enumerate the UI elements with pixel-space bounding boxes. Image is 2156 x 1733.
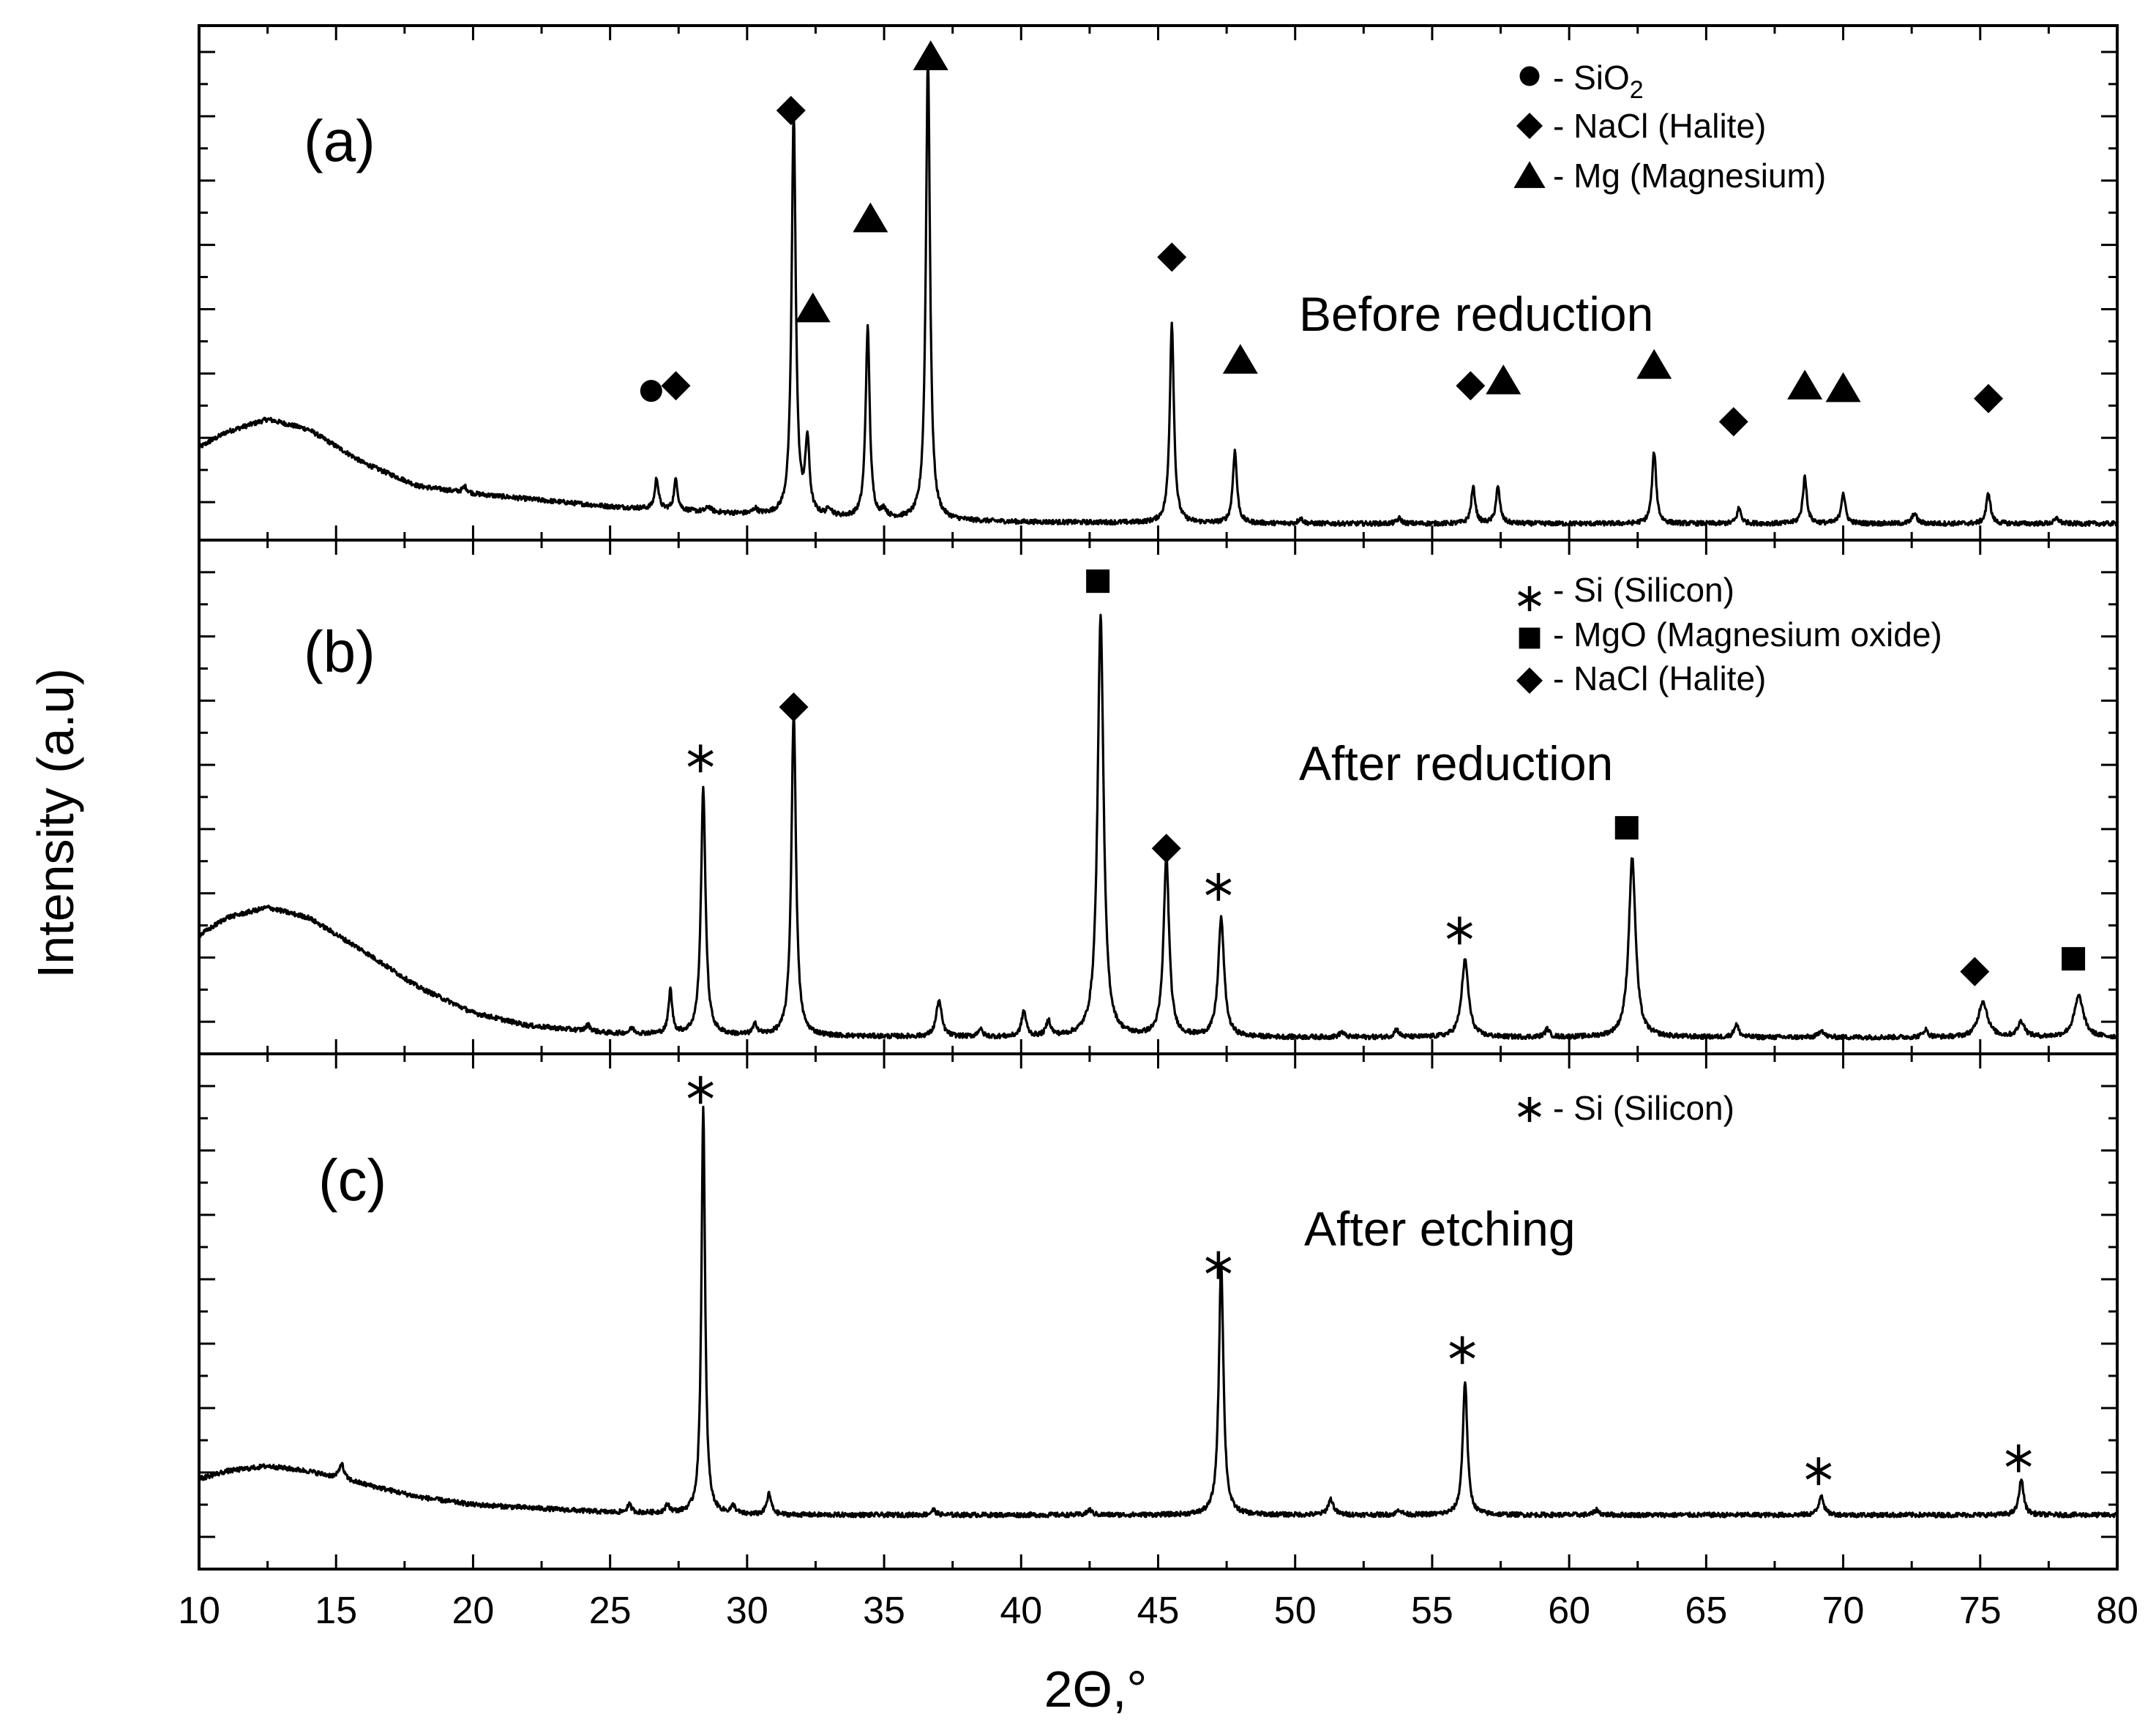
diffraction-curves <box>198 56 2119 1519</box>
peak-marker-b-square-6 <box>1614 816 1639 840</box>
panel-label-b: (b) <box>304 619 375 684</box>
x-tick-label: 15 <box>315 1590 357 1632</box>
x-axis-title: 2Θ,° <box>1044 1661 1148 1718</box>
legend-c: - Si (Silicon) <box>1553 1089 1734 1127</box>
legend-symbol-b-diamond <box>1516 667 1543 694</box>
condition-label-b: After reduction <box>1299 736 1613 790</box>
peak-marker-a-triangle-4 <box>853 202 888 233</box>
peak-marker-a-triangle-7 <box>1222 343 1258 374</box>
peak-marker-a-triangle-13 <box>1825 372 1861 403</box>
panel-frame-c <box>198 1052 2119 1571</box>
panel-label-a: (a) <box>304 108 375 173</box>
peak-marker-b-diamond-3 <box>1151 834 1181 864</box>
panel-frame-a <box>198 24 2119 542</box>
legend-symbol-b-square <box>1519 627 1541 649</box>
condition-label-c: After etching <box>1304 1202 1576 1256</box>
x-tick-labels: 10 15 20 25 30 35 40 45 50 55 60 65 70 75 80 <box>178 1590 2138 1632</box>
peak-marker-a-diamond-2 <box>776 95 806 125</box>
legend-symbol-c-asterisk <box>1518 1096 1541 1123</box>
peak-marker-a-diamond-14 <box>1974 383 2004 413</box>
legend-symbol-a-diamond <box>1516 113 1543 139</box>
x-tick-label: 60 <box>1548 1590 1590 1632</box>
xrd-pattern-a <box>198 56 2119 528</box>
legend-a-entry-1: - NaCl (Halite) <box>1553 107 1766 145</box>
x-tick-label: 45 <box>1137 1590 1180 1632</box>
peak-marker-c-asterisk-4 <box>2005 1444 2032 1472</box>
peak-markers <box>640 40 2086 1486</box>
peak-marker-b-diamond-7 <box>1960 957 1990 987</box>
x-tick-label: 10 <box>178 1590 220 1632</box>
legend-symbol-b-asterisk <box>1518 585 1541 612</box>
peak-marker-b-square-2 <box>1086 569 1110 594</box>
x-tick-label: 70 <box>1822 1590 1865 1632</box>
x-tick-label: 25 <box>589 1590 632 1632</box>
peak-marker-b-asterisk-5 <box>1446 916 1472 945</box>
peak-marker-a-triangle-5 <box>913 40 948 70</box>
x-tick-label: 35 <box>863 1590 905 1632</box>
peak-marker-b-asterisk-0 <box>687 744 714 773</box>
peak-marker-a-diamond-6 <box>1157 242 1187 272</box>
xrd-pattern-c <box>198 1105 2119 1519</box>
x-tick-label: 80 <box>2096 1590 2138 1632</box>
peak-marker-a-circle-0 <box>640 380 662 403</box>
legend-b-entry-2: - NaCl (Halite) <box>1553 659 1766 697</box>
legend-symbol-a-circle <box>1519 66 1540 86</box>
peak-marker-a-triangle-3 <box>795 292 831 323</box>
peak-marker-a-triangle-10 <box>1636 348 1672 379</box>
peak-marker-c-asterisk-1 <box>1205 1251 1232 1279</box>
peak-marker-b-asterisk-4 <box>1205 872 1232 901</box>
x-tick-label: 30 <box>726 1590 768 1632</box>
x-tick-label: 40 <box>1000 1590 1042 1632</box>
legend-b: - Si (Silicon) - MgO (Magnesium oxide) -… <box>1553 571 1942 697</box>
x-tick-label: 65 <box>1685 1590 1727 1632</box>
xrd-pattern-b <box>198 613 2119 1041</box>
peak-marker-a-diamond-8 <box>1456 371 1486 401</box>
legend-b-entry-0: - Si (Silicon) <box>1553 571 1734 609</box>
peak-marker-b-diamond-1 <box>779 692 809 722</box>
peak-marker-c-asterisk-2 <box>1449 1336 1475 1364</box>
panel-label-c: (c) <box>318 1148 386 1213</box>
legend-b-entry-1: - MgO (Magnesium oxide) <box>1553 615 1942 654</box>
peak-marker-c-asterisk-3 <box>1805 1457 1832 1486</box>
peak-marker-b-square-8 <box>2062 947 2086 971</box>
legend-a-entry-0: - SiO2 <box>1553 59 1644 104</box>
legend-a: - SiO2 - NaCl (Halite) - Mg (Magnesium) <box>1553 59 1826 195</box>
x-tick-label: 75 <box>1959 1590 2002 1632</box>
condition-label-a: Before reduction <box>1299 287 1653 341</box>
panel-frames <box>198 24 2119 1571</box>
peak-marker-a-triangle-9 <box>1486 364 1521 394</box>
peak-marker-a-triangle-12 <box>1787 370 1823 400</box>
x-tick-label: 50 <box>1274 1590 1317 1632</box>
legend-symbol-a-triangle <box>1513 161 1546 188</box>
peak-marker-a-diamond-11 <box>1718 407 1748 437</box>
x-tick-label: 55 <box>1411 1590 1453 1632</box>
y-axis-title: Intensity (a.u) <box>27 668 84 978</box>
peak-marker-c-asterisk-0 <box>687 1076 714 1104</box>
x-tick-label: 20 <box>452 1590 495 1632</box>
legend-c-entry-0: - Si (Silicon) <box>1553 1089 1734 1127</box>
peak-marker-a-diamond-1 <box>661 371 691 401</box>
legend-a-entry-2: - Mg (Magnesium) <box>1553 157 1826 195</box>
